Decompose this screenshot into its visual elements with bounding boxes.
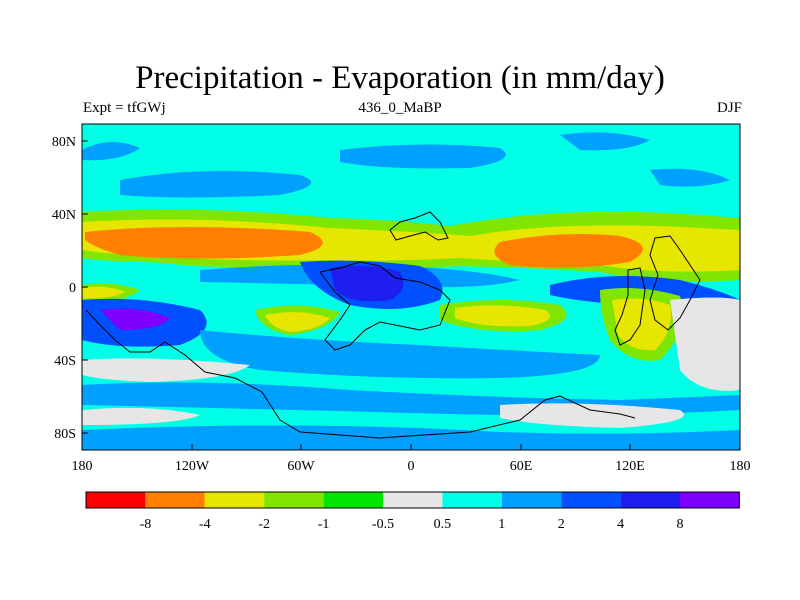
- lat-tick-label: 40S: [54, 354, 76, 369]
- experiment-label: Expt = tfGWj: [83, 100, 166, 116]
- southern-continent-outline: [85, 309, 636, 439]
- colorbar-swatch: [383, 492, 443, 508]
- colorbar: -8 -4 -2 -1 -0.5 0.5 1 2 4 8: [85, 491, 740, 532]
- lat-tick-label: 80S: [54, 427, 76, 442]
- colorbar-label: -2: [258, 517, 270, 532]
- equatorial-continent-outline: [319, 261, 451, 351]
- colorbar-swatch: [264, 492, 324, 508]
- colorbar-swatch: [680, 492, 740, 508]
- colorbar-label: -8: [140, 517, 152, 532]
- colorbar-label: -0.5: [372, 517, 394, 532]
- colorbar-label: 8: [677, 517, 684, 532]
- colorbar-label: 2: [558, 517, 565, 532]
- lon-tick-label: 0: [408, 459, 415, 474]
- colorbar-swatch: [501, 492, 562, 508]
- precipitation-field: [82, 124, 740, 450]
- colorbar-label: 4: [617, 517, 624, 532]
- colorbar-label: -1: [318, 517, 330, 532]
- colorbar-swatch: [145, 492, 205, 508]
- colorbar-swatch: [442, 492, 502, 508]
- colorbar-label: 0.5: [434, 517, 452, 532]
- lat-tick-label: 80N: [52, 135, 76, 150]
- latitude-axis: 80N 40N 0 40S 80S: [52, 135, 88, 442]
- lon-tick-label: 180: [730, 459, 751, 474]
- colorbar-label: 1: [498, 517, 505, 532]
- colorbar-swatch: [620, 492, 680, 508]
- coastline-outlines: [85, 211, 701, 439]
- period-label: 436_0_MaBP: [358, 100, 442, 116]
- lon-tick-label: 120E: [615, 459, 645, 474]
- map-title: Precipitation - Evaporation (in mm/day): [135, 60, 665, 96]
- lat-tick-label: 40N: [52, 208, 76, 223]
- longitude-axis: 180 120W 60W 0 60E 120E 180: [72, 444, 751, 474]
- northern-continent-outline: [389, 211, 449, 241]
- colorbar-frame: [85, 491, 740, 509]
- eastern-continent-outline: [614, 267, 646, 346]
- lon-tick-label: 60E: [510, 459, 533, 474]
- lon-tick-label: 180: [72, 459, 93, 474]
- colorbar-swatch: [86, 492, 146, 508]
- colorbar-swatch: [323, 492, 383, 508]
- colorbar-swatch: [204, 492, 265, 508]
- colorbar-swatch: [561, 492, 621, 508]
- pacific-continent-outline: [649, 235, 701, 331]
- season-label: DJF: [716, 100, 742, 116]
- colorbar-label: -4: [199, 517, 211, 532]
- lon-tick-label: 60W: [287, 459, 315, 474]
- lat-tick-label: 0: [69, 281, 76, 296]
- lon-tick-label: 120W: [175, 459, 210, 474]
